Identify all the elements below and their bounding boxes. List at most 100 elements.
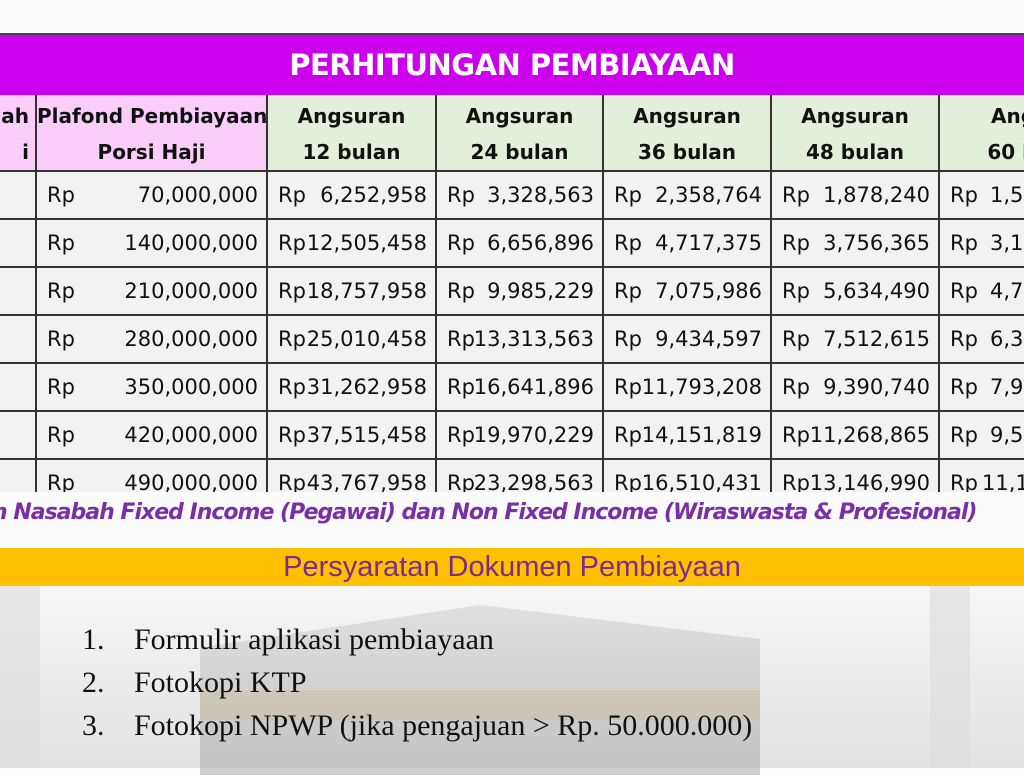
amount: 4,717,375: [655, 231, 762, 255]
item-text: Formulir aplikasi pembiayaan: [134, 623, 494, 656]
amount: 16,510,431: [641, 471, 762, 492]
currency-label: Rp: [47, 183, 75, 207]
amount: 43,767,958: [306, 471, 427, 492]
currency-label: Rp: [782, 471, 810, 492]
currency-label: Rp: [950, 279, 978, 303]
currency-label: Rp: [278, 327, 306, 351]
currency-label: Rp: [614, 471, 642, 492]
table-cell: Rp 140,000,000: [37, 220, 268, 268]
amount: 25,010,458: [306, 327, 427, 351]
amount: 11,793,208: [641, 375, 762, 399]
currency-label: Rp: [782, 375, 810, 399]
table-cell: Rp 1,5: [940, 172, 1024, 220]
currency-label: Rp: [278, 183, 306, 207]
amount: 9,390,740: [823, 375, 930, 399]
amount: 1,878,240: [823, 183, 930, 207]
amount: 3,1: [990, 231, 1024, 255]
amount: 210,000,000: [124, 279, 258, 303]
header-text: ah: [1, 104, 29, 128]
amount: 13,146,990: [809, 471, 930, 492]
table-cell: Rp 3,1: [940, 220, 1024, 268]
item-number: 3.: [82, 709, 105, 742]
currency-label: Rp: [950, 471, 978, 492]
table-cell: Rp 16,641,896: [437, 364, 604, 412]
header-text: Angsuran: [465, 104, 574, 128]
amount: 140,000,000: [124, 231, 258, 255]
table-cell: Rp 13,146,990: [772, 460, 940, 492]
table-cell: Rp 210,000,000: [37, 268, 268, 316]
header-48-bulan: Angsuran 48 bulan: [772, 95, 940, 172]
amount: 37,515,458: [306, 423, 427, 447]
table-cell: Rp 3,328,563: [437, 172, 604, 220]
header-text: Porsi Haji: [97, 140, 206, 164]
currency-label: Rp: [447, 423, 475, 447]
amount: 3,756,365: [823, 231, 930, 255]
amount: 7,9: [990, 375, 1024, 399]
table-cell: Rp 14,151,819: [604, 412, 772, 460]
table-cell: Rp 13,313,563: [437, 316, 604, 364]
table-cell: Rp 7,9: [940, 364, 1024, 412]
amount: 11,1: [982, 471, 1024, 492]
table-cell: Rp 6,656,896: [437, 220, 604, 268]
currency-label: Rp: [614, 279, 642, 303]
currency-label: Rp: [447, 231, 475, 255]
header-text: Angsuran: [801, 104, 909, 128]
table-cell: Rp 7,075,986: [604, 268, 772, 316]
currency-label: Rp: [614, 327, 642, 351]
currency-label: Rp: [782, 423, 810, 447]
table-cell: Rp 9,390,740: [772, 364, 940, 412]
amount: 13,313,563: [473, 327, 594, 351]
amount: 7,512,615: [823, 327, 930, 351]
table-cell: Rp 9,5: [940, 412, 1024, 460]
table-cell: Rp 3,756,365: [772, 220, 940, 268]
amount: 23,298,563: [473, 471, 594, 492]
table-cell: Rp 12,505,458: [268, 220, 437, 268]
header-text: 36 bulan: [638, 140, 736, 164]
minaret-right: [930, 568, 970, 768]
amount: 6,252,958: [320, 183, 427, 207]
table-cell: Rp 37,515,458: [268, 412, 437, 460]
amount: 16,641,896: [473, 375, 594, 399]
table-cell: Rp 31,262,958: [268, 364, 437, 412]
table-cell: [0, 460, 37, 492]
minaret-left: [0, 568, 40, 768]
amount: 9,985,229: [487, 279, 594, 303]
table-cell: [0, 268, 37, 316]
table-cell: Rp 6,3: [940, 316, 1024, 364]
item-number: 2.: [82, 666, 105, 699]
currency-label: Rp: [614, 183, 642, 207]
amount: 5,634,490: [823, 279, 930, 303]
amount: 7,075,986: [655, 279, 762, 303]
table-cell: Rp 7,512,615: [772, 316, 940, 364]
header-text: 60 bu: [987, 140, 1024, 164]
currency-label: Rp: [782, 327, 810, 351]
table-cell: Rp 11,268,865: [772, 412, 940, 460]
table-cell: Rp 1,878,240: [772, 172, 940, 220]
amount: 14,151,819: [641, 423, 762, 447]
header-12-bulan: Angsuran 12 bulan: [268, 95, 437, 172]
currency-label: Rp: [278, 279, 306, 303]
amount: 31,262,958: [306, 375, 427, 399]
amount: 1,5: [990, 183, 1024, 207]
header-text: i: [22, 140, 29, 164]
table-cell: Rp 16,510,431: [604, 460, 772, 492]
amount: 12,505,458: [306, 231, 427, 255]
currency-label: Rp: [278, 471, 306, 492]
table-cell: Rp 43,767,958: [268, 460, 437, 492]
header-text: 48 bulan: [806, 140, 904, 164]
amount: 6,3: [990, 327, 1024, 351]
table-cell: Rp 70,000,000: [37, 172, 268, 220]
currency-label: Rp: [47, 231, 75, 255]
currency-label: Rp: [950, 375, 978, 399]
header-text: 12 bulan: [302, 140, 401, 164]
currency-label: Rp: [278, 375, 306, 399]
amount: 9,5: [990, 423, 1024, 447]
currency-label: Rp: [782, 231, 810, 255]
table-cell: [0, 364, 37, 412]
amount: 3,328,563: [487, 183, 594, 207]
table-cell: Rp 2,358,764: [604, 172, 772, 220]
requirement-item: 1. Formulir aplikasi pembiayaan: [82, 618, 752, 661]
table-cell: Rp 9,985,229: [437, 268, 604, 316]
amount: 70,000,000: [137, 183, 258, 207]
